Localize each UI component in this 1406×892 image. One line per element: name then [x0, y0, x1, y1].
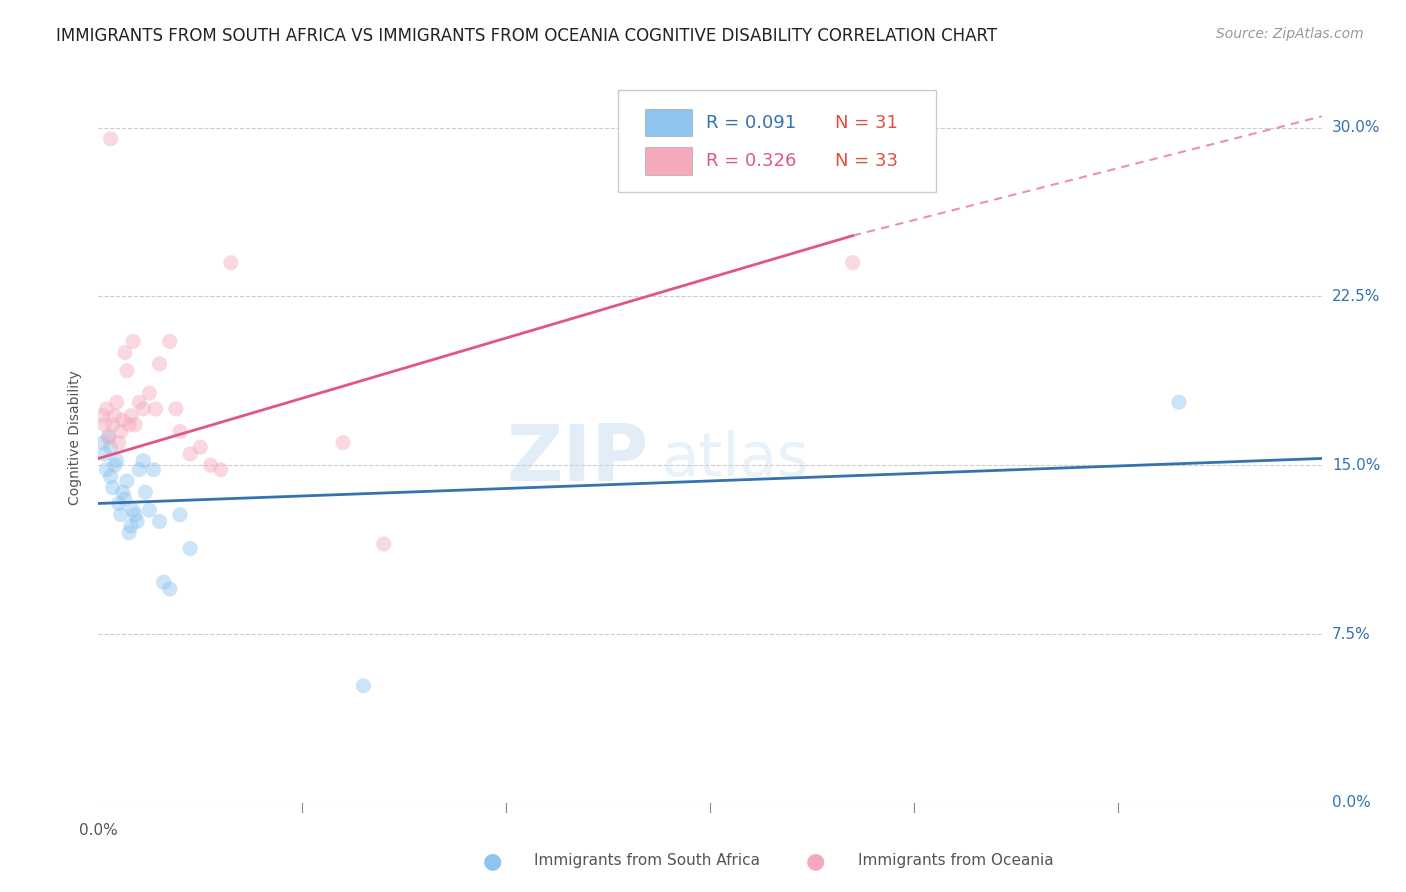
- Point: [200, 458, 222, 473]
- Text: 0.0%: 0.0%: [1331, 796, 1371, 810]
- Point: [128, 463, 150, 477]
- Point: [93, 447, 115, 461]
- Point: [188, 440, 212, 454]
- Point: [108, 496, 131, 510]
- Point: [122, 334, 145, 349]
- Point: [124, 417, 146, 432]
- Point: [96, 401, 118, 416]
- Point: [115, 474, 138, 488]
- Point: [149, 357, 172, 371]
- Text: 0.0%: 0.0%: [79, 823, 118, 838]
- Point: [105, 453, 128, 467]
- Point: [97, 431, 120, 445]
- Point: [169, 508, 191, 522]
- Point: [132, 401, 155, 416]
- Text: 15.0%: 15.0%: [1331, 458, 1381, 473]
- Point: [127, 515, 149, 529]
- Point: [91, 409, 114, 423]
- Text: Source: ZipAtlas.com: Source: ZipAtlas.com: [1216, 27, 1364, 41]
- Point: [104, 409, 127, 423]
- Point: [122, 503, 145, 517]
- Text: R = 0.326: R = 0.326: [706, 153, 797, 170]
- Point: [100, 132, 122, 146]
- Text: ●: ●: [482, 851, 502, 871]
- Point: [100, 469, 122, 483]
- Point: [120, 409, 142, 423]
- Point: [373, 537, 395, 551]
- Point: [100, 440, 122, 454]
- Point: [124, 508, 146, 522]
- Point: [219, 255, 242, 269]
- Text: 30.0%: 30.0%: [1331, 120, 1381, 135]
- Point: [145, 401, 167, 416]
- Point: [91, 435, 114, 450]
- Point: [110, 425, 132, 439]
- Point: [159, 334, 181, 349]
- Point: [101, 417, 124, 432]
- Point: [132, 453, 155, 467]
- Point: [134, 485, 156, 500]
- Point: [105, 395, 128, 409]
- Text: 22.5%: 22.5%: [1331, 289, 1381, 304]
- Point: [111, 485, 134, 500]
- Text: atlas: atlas: [661, 430, 808, 489]
- Point: [159, 582, 181, 596]
- Point: [104, 458, 127, 473]
- Point: [152, 575, 174, 590]
- Point: [115, 364, 138, 378]
- Point: [841, 255, 863, 269]
- Point: [110, 508, 132, 522]
- FancyBboxPatch shape: [619, 90, 936, 192]
- Point: [108, 435, 131, 450]
- Y-axis label: Cognitive Disability: Cognitive Disability: [67, 369, 82, 505]
- Text: Immigrants from Oceania: Immigrants from Oceania: [858, 854, 1053, 868]
- Point: [97, 429, 120, 443]
- FancyBboxPatch shape: [645, 147, 692, 175]
- Point: [138, 503, 160, 517]
- Text: ZIP: ZIP: [506, 421, 648, 497]
- Point: [149, 515, 172, 529]
- Point: [96, 463, 118, 477]
- Point: [179, 541, 201, 556]
- Text: Immigrants from South Africa: Immigrants from South Africa: [534, 854, 761, 868]
- FancyBboxPatch shape: [645, 109, 692, 136]
- Point: [93, 417, 115, 432]
- Point: [1167, 395, 1189, 409]
- Point: [128, 395, 150, 409]
- Point: [120, 519, 142, 533]
- Point: [352, 679, 374, 693]
- Text: IMMIGRANTS FROM SOUTH AFRICA VS IMMIGRANTS FROM OCEANIA COGNITIVE DISABILITY COR: IMMIGRANTS FROM SOUTH AFRICA VS IMMIGRAN…: [56, 27, 997, 45]
- Point: [209, 463, 232, 477]
- Point: [165, 401, 187, 416]
- Point: [179, 447, 201, 461]
- Point: [332, 435, 354, 450]
- Text: ●: ●: [806, 851, 825, 871]
- Text: R = 0.091: R = 0.091: [706, 113, 796, 131]
- Point: [114, 491, 136, 506]
- Point: [142, 463, 165, 477]
- Point: [138, 386, 160, 401]
- Text: N = 31: N = 31: [835, 113, 897, 131]
- Text: 7.5%: 7.5%: [1331, 626, 1371, 641]
- Point: [101, 481, 124, 495]
- Point: [114, 345, 136, 359]
- Point: [111, 413, 134, 427]
- Point: [118, 417, 141, 432]
- Text: N = 33: N = 33: [835, 153, 898, 170]
- Point: [118, 525, 141, 540]
- Point: [169, 425, 191, 439]
